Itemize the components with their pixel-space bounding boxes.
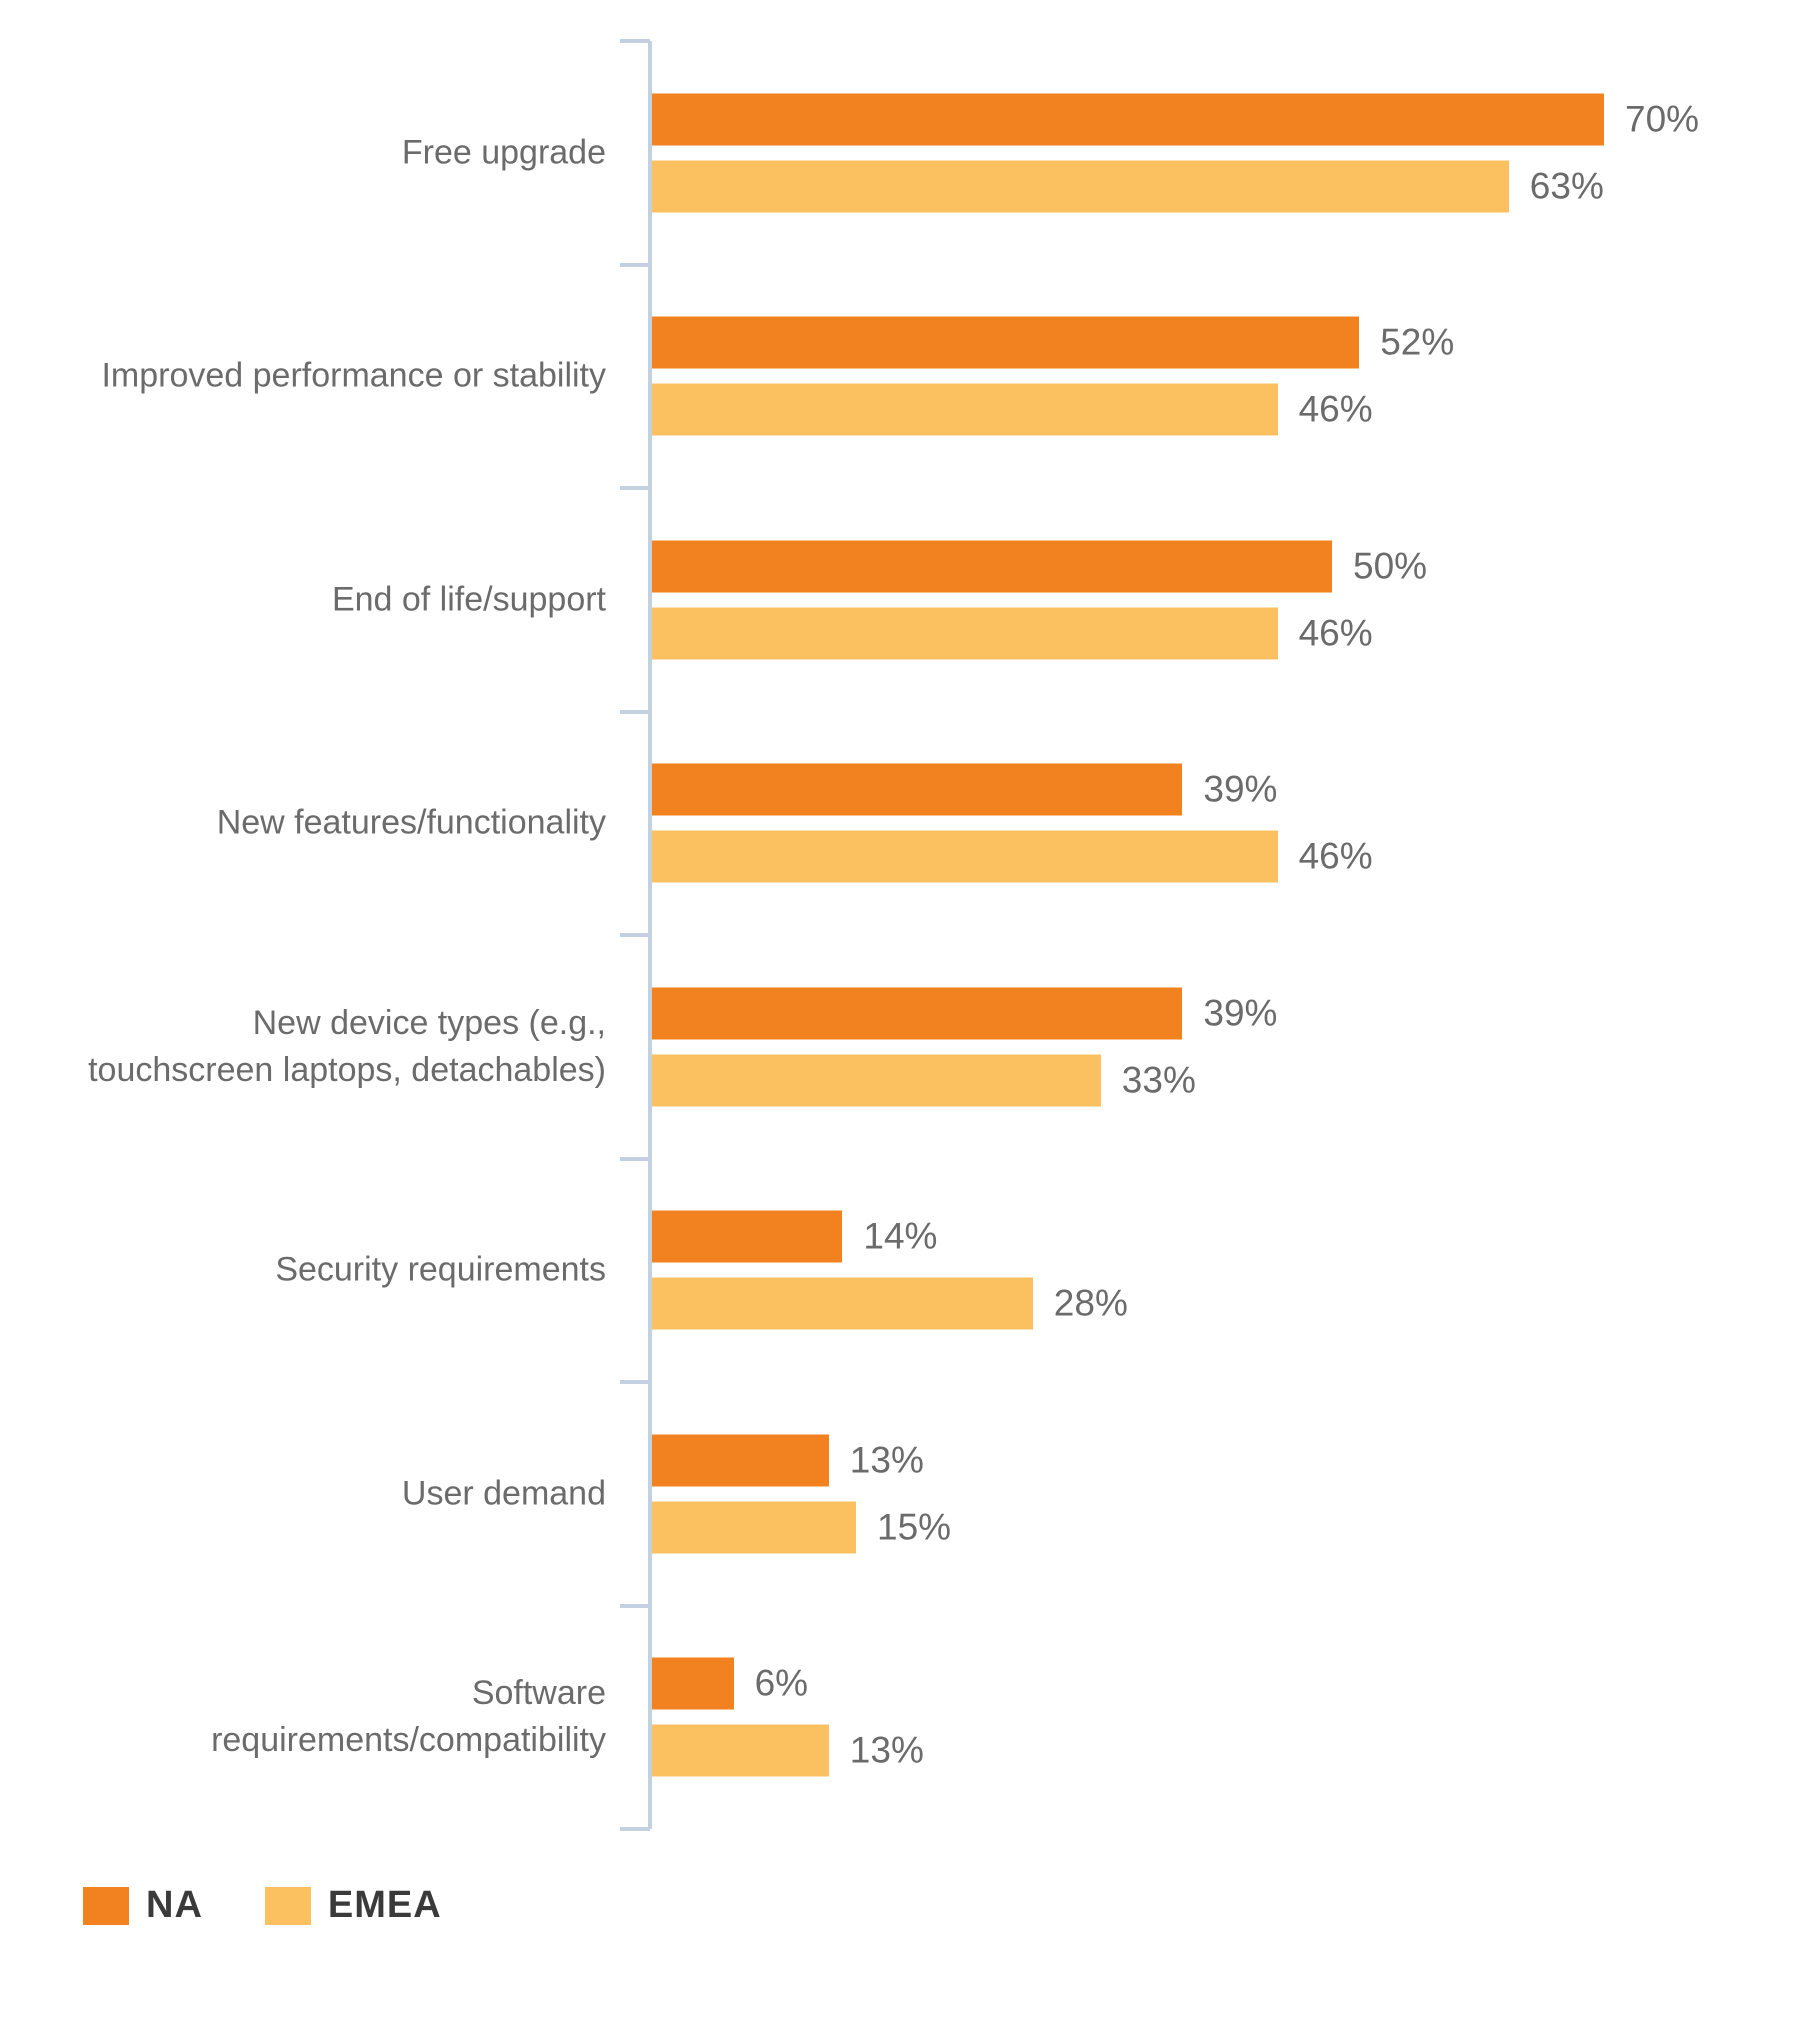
na-bar: 52%: [652, 316, 1454, 369]
category-label: Security requirements: [275, 1250, 606, 1289]
emea-value-label: 46%: [1298, 388, 1373, 430]
bar-group: 13% 15%: [652, 1434, 951, 1554]
na-value-label: 39%: [1203, 768, 1278, 810]
emea-value-label: 15%: [877, 1506, 952, 1548]
emea-bar: 15%: [652, 1501, 951, 1554]
emea-bar: 28%: [652, 1277, 1128, 1330]
na-legend-label: NA: [146, 1884, 203, 1926]
na-bar: 39%: [652, 987, 1277, 1040]
axis-tick: [620, 262, 650, 267]
na-value-label: 50%: [1353, 545, 1428, 587]
category-label: New features/functionality: [216, 803, 606, 842]
na-value-label: 13%: [849, 1439, 924, 1481]
bar-group: 52% 46%: [652, 316, 1454, 436]
emea-bar: 46%: [652, 383, 1373, 436]
category-label: User demand: [401, 1474, 606, 1513]
emea-value-label: 46%: [1298, 612, 1373, 654]
axis-tick: [620, 933, 650, 937]
category-label: New device types (e.g., touchscreen lapto…: [88, 1003, 606, 1089]
axis-tick: [620, 1380, 650, 1384]
na-value-label: 14%: [863, 1215, 938, 1257]
emea-bar: 46%: [652, 830, 1373, 883]
emea-value-label: 33%: [1121, 1059, 1196, 1101]
emea-bar: 13%: [652, 1724, 924, 1777]
category-label: Software requirements/compatibility: [211, 1674, 606, 1760]
bar-group: 70% 63%: [652, 93, 1699, 213]
y-axis-line: [648, 41, 652, 1829]
na-value-label: 39%: [1203, 992, 1278, 1034]
emea-legend-swatch: [264, 1886, 311, 1925]
bar-group: 14% 28%: [652, 1210, 1128, 1330]
na-value-label: 52%: [1380, 321, 1455, 363]
emea-value-label: 46%: [1298, 835, 1373, 877]
category-label: Improved performance or stability: [101, 356, 606, 395]
emea-value-label: 63%: [1529, 165, 1604, 207]
bar-group: 50% 46%: [652, 540, 1427, 660]
na-bar: 6%: [652, 1657, 808, 1710]
na-value-label: 6%: [754, 1662, 809, 1704]
na-bar: 13%: [652, 1434, 924, 1487]
emea-bar: 46%: [652, 607, 1373, 660]
chart-legend: NA EMEA: [83, 1884, 442, 1927]
axis-tick: [620, 39, 650, 43]
na-bar: 50%: [652, 540, 1427, 593]
na-bar: 14%: [652, 1210, 937, 1263]
emea-bar: 33%: [652, 1054, 1196, 1107]
axis-tick: [620, 486, 650, 490]
emea-legend-label: EMEA: [327, 1884, 442, 1926]
category-label: Free upgrade: [401, 133, 606, 172]
na-value-label: 70%: [1625, 98, 1700, 140]
axis-tick: [620, 1603, 650, 1608]
bar-group: 39% 46%: [652, 763, 1373, 883]
emea-value-label: 28%: [1053, 1282, 1128, 1324]
category-label: End of life/support: [331, 580, 606, 619]
legend-item-na: NA: [83, 1884, 203, 1927]
axis-tick: [620, 709, 650, 714]
emea-value-label: 13%: [849, 1729, 924, 1771]
na-legend-swatch: [83, 1886, 129, 1925]
axis-tick: [620, 1156, 650, 1161]
bar-group: 6% 13%: [652, 1657, 924, 1777]
legend-item-emea: EMEA: [264, 1884, 442, 1927]
axis-tick: [620, 1827, 650, 1831]
bar-group: 39% 33%: [652, 987, 1277, 1107]
emea-bar: 63%: [652, 160, 1604, 213]
na-bar: 70%: [652, 93, 1699, 146]
na-bar: 39%: [652, 763, 1277, 816]
